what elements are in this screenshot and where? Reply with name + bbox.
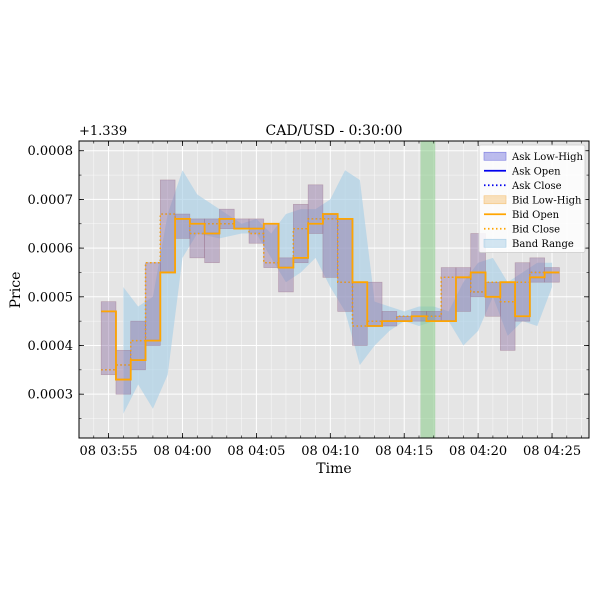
ask-low-high-bar: [485, 282, 501, 317]
y-tick-label: 0.0003: [28, 388, 74, 403]
y-tick-label: 0.0007: [28, 193, 74, 208]
bid-low-high-bar: [204, 218, 220, 264]
ask-low-high-bar: [101, 301, 116, 375]
y-tick-label: 0.0008: [28, 144, 74, 159]
legend-label: Bid Open: [512, 210, 560, 221]
ask-low-high-bar: [515, 262, 530, 322]
ask-low-high-bar: [160, 179, 176, 273]
ask-low-high-bar: [308, 184, 323, 234]
legend-label: Ask Low-High: [511, 152, 584, 163]
x-axis-label: Time: [316, 461, 351, 477]
ask-low-high-bar: [322, 214, 338, 278]
highlight-span: [420, 141, 436, 438]
ask-low-high-bar: [234, 218, 249, 229]
legend-box: [478, 144, 586, 253]
bid-open-line: [101, 213, 560, 381]
x-tick-label: 08 04:25: [523, 444, 581, 459]
legend-label: Ask Close: [511, 181, 562, 192]
y-axis-label: Price: [8, 272, 24, 309]
y-offset-label: +1.339: [79, 124, 127, 139]
y-tick-label: 0.0004: [28, 339, 74, 354]
legend-label: Ask Open: [511, 166, 561, 177]
ask-low-high-bar: [441, 267, 456, 322]
ask-low-high-bar: [382, 311, 397, 327]
x-tick-label: 08 04:10: [301, 444, 359, 459]
legend: Ask Low-High Ask Open Ask Close Bid Low-Hig…: [478, 144, 586, 253]
ask-low-high-bar: [130, 321, 146, 370]
x-tick-label: 08 04:15: [375, 444, 433, 459]
ask-low-high-bar: [175, 214, 190, 239]
legend-label: Bid Low-High: [512, 195, 582, 206]
ask-low-high-bar: [278, 257, 294, 292]
ask-low-high-bar: [396, 316, 412, 322]
ask-low-high-bar: [352, 282, 368, 346]
bid-low-high-bar: [307, 184, 324, 234]
y-tick-label: 0.0005: [28, 290, 74, 305]
x-tick-label: 08 03:55: [79, 444, 137, 459]
ask-low-high-bar: [263, 223, 279, 268]
ask-low-high-bar: [544, 267, 560, 283]
bid-low-high-bar: [278, 257, 294, 293]
ask-low-high-bar: [455, 267, 471, 312]
ask-low-high-bar: [500, 282, 516, 351]
x-tick-label: 08 04:20: [449, 444, 507, 459]
ask-low-high-bar: [204, 218, 220, 263]
legend-label: Band Range: [512, 239, 574, 250]
ask-low-high-bar: [337, 218, 353, 312]
ask-low-high-bar: [115, 350, 131, 395]
axes: 08 03:55 08 04:00 08 04:05 08 04:10 08 04:15…: [28, 141, 589, 459]
plot-frame: [78, 140, 590, 439]
legend-swatch: [483, 195, 507, 205]
ask-low-high-bar: [145, 262, 161, 346]
ask-low-high-bar: [529, 257, 545, 283]
y-tick-label: 0.0006: [28, 242, 74, 257]
ask-low-high-bar: [367, 282, 383, 327]
x-tick-label: 08 04:00: [153, 444, 211, 459]
x-tick-label: 08 04:05: [227, 444, 285, 459]
ask-low-high-bar: [189, 218, 205, 258]
legend-swatch: [483, 151, 507, 161]
ask-low-high-bar: [249, 218, 264, 244]
chart-title: CAD/USD - 0:30:00: [266, 123, 403, 139]
ask-low-high-bar: [293, 204, 309, 263]
legend-swatch: [483, 238, 507, 248]
legend-label: Bid Close: [512, 224, 560, 235]
plot-area: [100, 141, 560, 438]
ask-low-high-bar: [426, 311, 442, 322]
